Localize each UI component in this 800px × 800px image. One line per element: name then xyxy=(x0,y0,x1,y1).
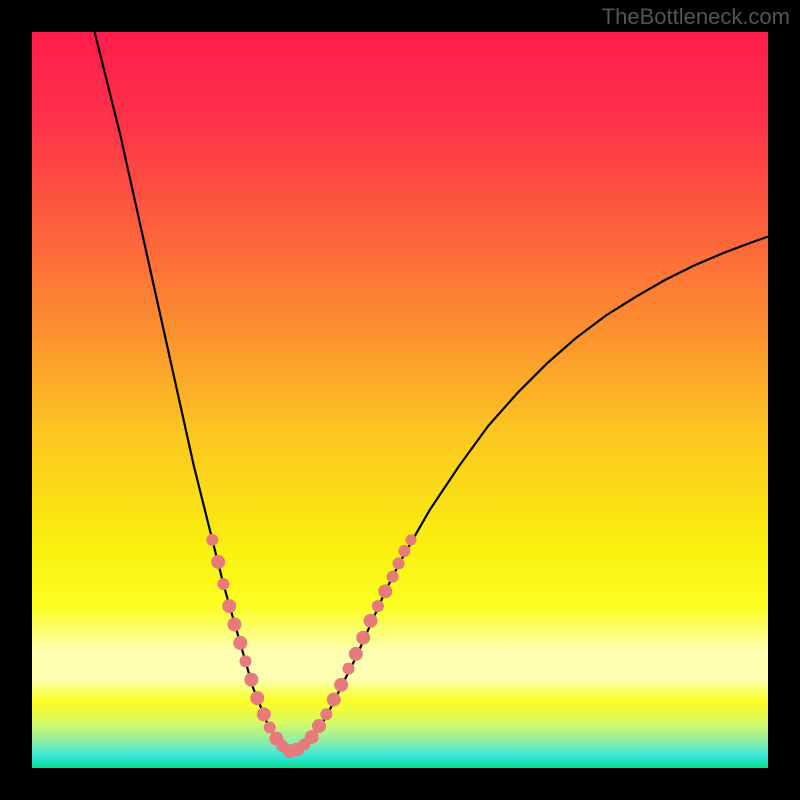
scatter-dot xyxy=(364,614,378,628)
scatter-dot xyxy=(320,708,332,720)
scatter-dot xyxy=(233,636,247,650)
chart-container: TheBottleneck.com xyxy=(0,0,800,800)
scatter-dot xyxy=(356,631,370,645)
scatter-dot xyxy=(312,719,326,733)
scatter-dot xyxy=(211,555,225,569)
scatter-dot xyxy=(239,655,251,667)
watermark-text: TheBottleneck.com xyxy=(602,4,790,30)
scatter-dot xyxy=(250,691,264,705)
scatter-dot xyxy=(217,578,229,590)
scatter-dot xyxy=(406,534,417,545)
plot-area xyxy=(32,32,768,768)
scatter-dot xyxy=(206,534,218,546)
scatter-dot xyxy=(378,584,392,598)
scatter-dot xyxy=(393,557,405,569)
scatter-dot xyxy=(257,707,271,721)
scatter-dot xyxy=(398,545,410,557)
scatter-dot xyxy=(342,663,354,675)
scatter-dot xyxy=(227,617,241,631)
scatter-dot xyxy=(264,722,276,734)
scatter-dot xyxy=(387,571,399,583)
scatter-dot xyxy=(349,647,363,661)
scatter-dot xyxy=(327,693,341,707)
scatter-dot xyxy=(244,673,258,687)
scatter-dot xyxy=(372,600,384,612)
scatter-dot xyxy=(334,678,348,692)
scatter-layer xyxy=(32,32,768,768)
scatter-dot xyxy=(222,599,236,613)
